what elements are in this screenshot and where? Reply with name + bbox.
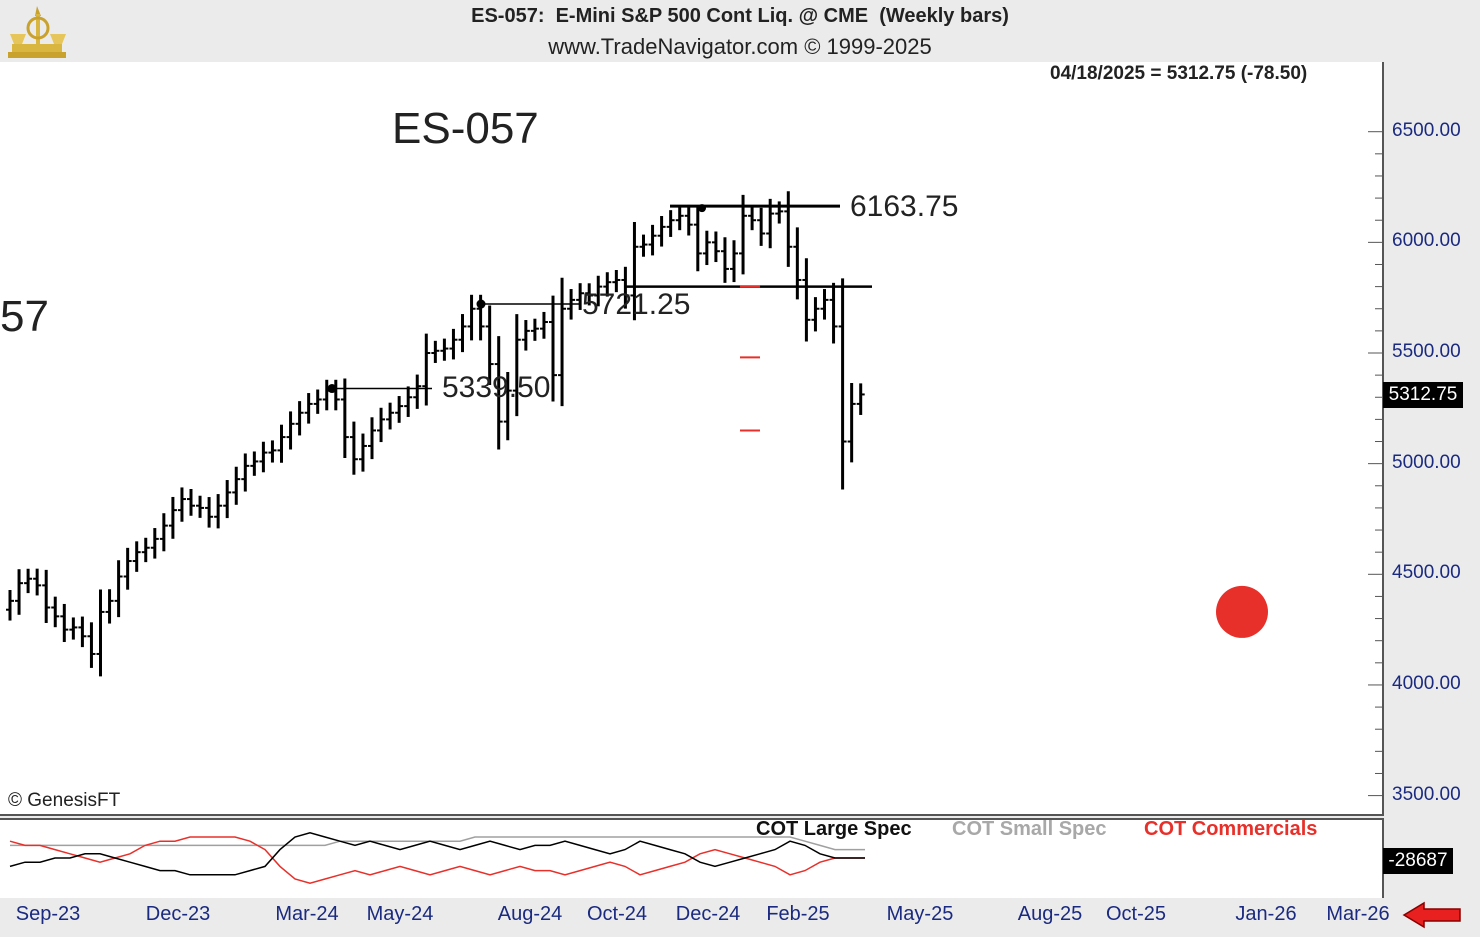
level-label-5339: 5339.50 — [442, 371, 551, 404]
x-tick-label: May-25 — [886, 903, 954, 925]
y-tick-label: 3500.00 — [1392, 783, 1461, 805]
level-label-6163: 6163.75 — [850, 190, 959, 223]
scroll-right-arrow-icon[interactable] — [1402, 900, 1462, 930]
left-symbol-fragment: 57 — [0, 292, 49, 341]
legend-large-spec: COT Large Spec — [756, 818, 912, 840]
cot-last-value-box: -28687 — [1383, 848, 1453, 874]
chart-title: ES-057: E-Mini S&P 500 Cont Liq. @ CME (… — [471, 5, 1009, 27]
symbol-label: ES-057 — [392, 104, 539, 153]
legend-small-spec: COT Small Spec — [952, 818, 1107, 840]
price-panel[interactable] — [0, 62, 1384, 816]
date-axis — [0, 898, 1480, 937]
y-tick-label: 6000.00 — [1392, 230, 1461, 252]
legend-commercials: COT Commercials — [1144, 818, 1318, 840]
x-tick-label: Dec-24 — [675, 903, 741, 925]
chart-header: ES-057: E-Mini S&P 500 Cont Liq. @ CME (… — [0, 0, 1480, 62]
y-tick-label: 6500.00 — [1392, 119, 1461, 141]
copyright-label: © GenesisFT — [8, 790, 121, 811]
y-tick-label: 4000.00 — [1392, 672, 1461, 694]
chart-subtitle: www.TradeNavigator.com © 1999-2025 — [548, 34, 932, 59]
x-tick-label: Feb-25 — [766, 903, 830, 925]
y-tick-label: 5500.00 — [1392, 341, 1461, 362]
x-tick-label: Sep-23 — [15, 903, 81, 925]
x-tick-label: Aug-24 — [497, 903, 563, 925]
y-tick-label: 5000.00 — [1392, 451, 1461, 473]
x-tick-label: Oct-25 — [1105, 903, 1167, 925]
last-price-box: 5312.75 — [1383, 382, 1463, 408]
x-tick-label: May-24 — [366, 903, 434, 925]
last-quote-label: 04/18/2025 = 5312.75 (-78.50) — [1050, 63, 1308, 84]
level-label-5721: 5721.25 — [582, 288, 691, 321]
trade-navigator-logo-icon — [8, 6, 66, 58]
x-tick-label: Dec-23 — [145, 903, 211, 925]
x-tick-label: Jan-26 — [1235, 903, 1297, 925]
x-tick-label: Oct-24 — [586, 903, 648, 925]
y-tick-label: 4500.00 — [1392, 562, 1461, 584]
x-tick-label: Mar-24 — [275, 903, 339, 925]
x-tick-label: Aug-25 — [1017, 903, 1083, 925]
x-tick-label: Mar-26 — [1326, 903, 1390, 925]
